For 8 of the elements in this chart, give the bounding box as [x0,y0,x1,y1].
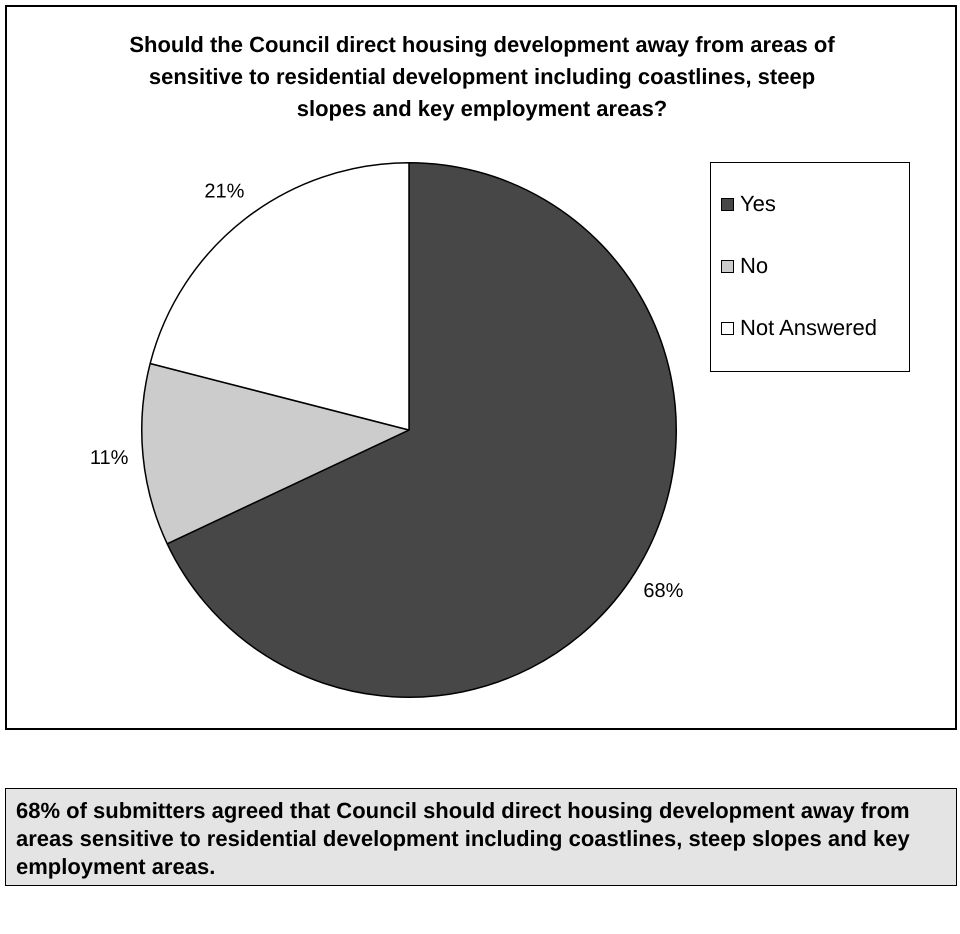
data-label: 68% [643,580,684,602]
text: 68% of submitters agreed that Council should direct housing development away from areas sensitive to residential development including coastlines, steep slopes and key employment areas. [5,788,957,886]
legend-label: No [740,253,768,279]
legend-label: Yes [740,191,776,217]
legend-label: Not Answered [740,315,877,341]
data-label: 21% [204,180,245,202]
chart-title: Should the Council direct housing development away from areas of sensitive to residential development including coastlines, steep slopes and key employment areas? [128,31,836,123]
data-label: 11% [90,446,129,469]
